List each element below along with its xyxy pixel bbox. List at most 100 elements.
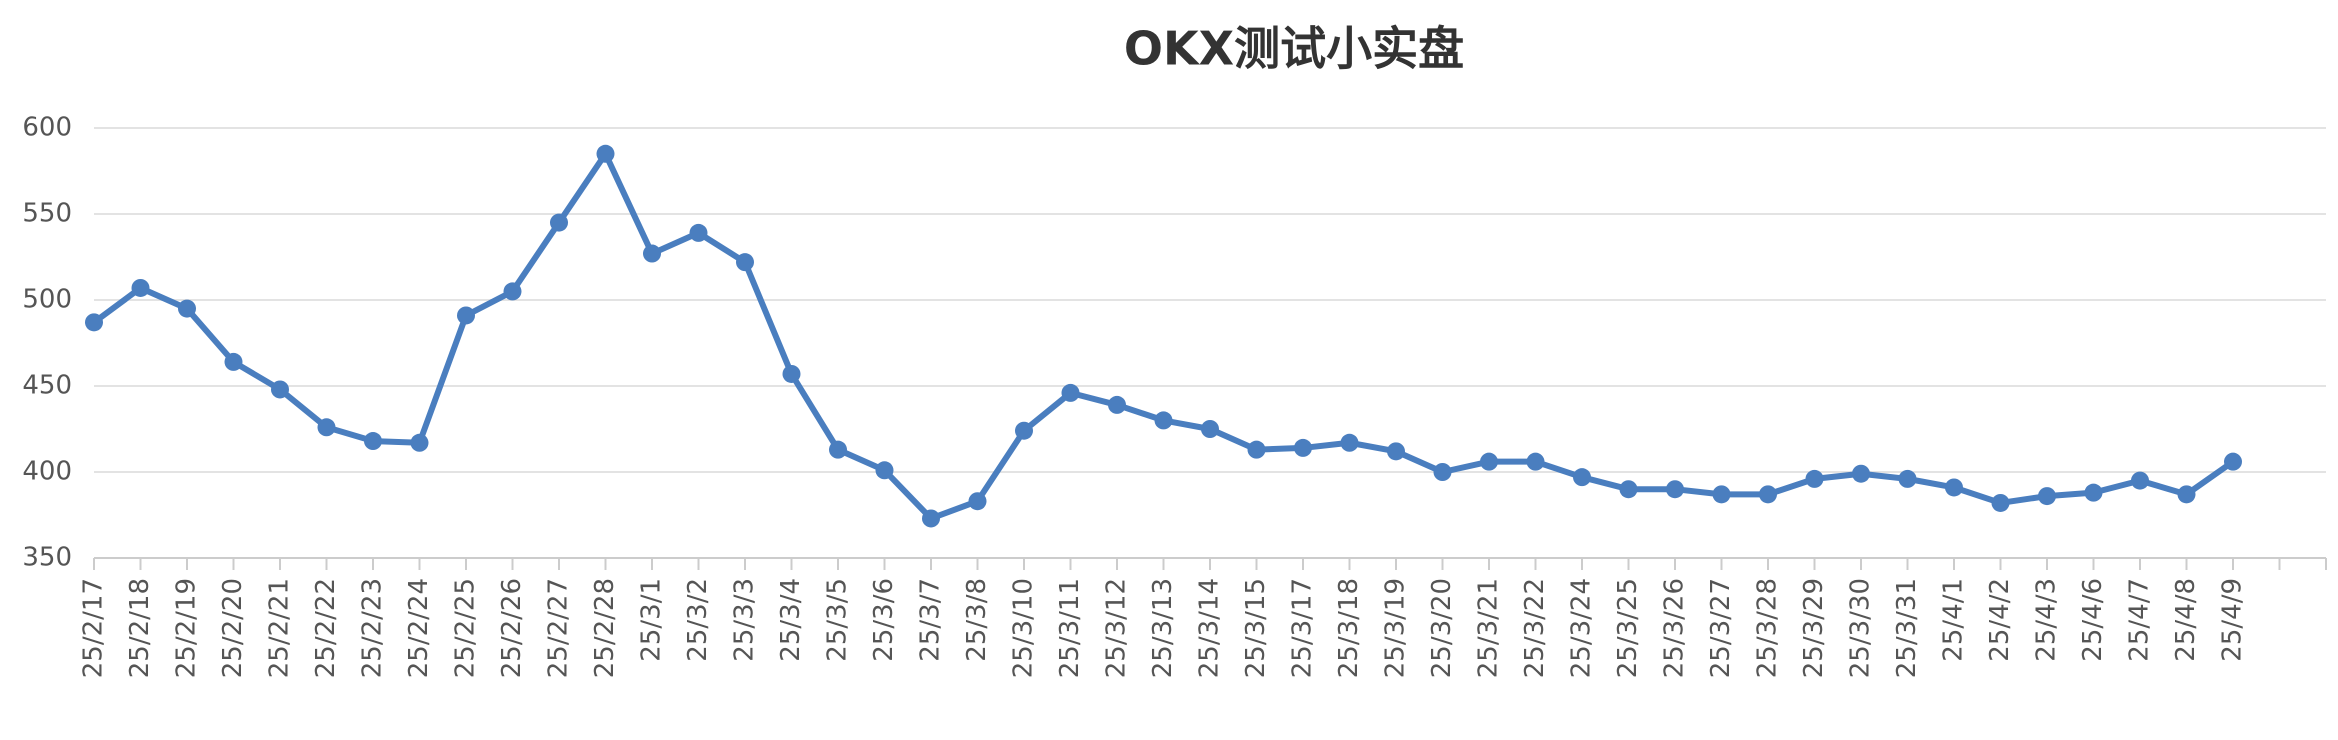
point bbox=[1340, 433, 1359, 452]
point bbox=[596, 144, 615, 163]
point bbox=[1666, 480, 1684, 499]
x-tick-label: 25/4/6 bbox=[2078, 578, 2108, 662]
x-tick-label: 25/3/7 bbox=[916, 578, 946, 662]
x-tick-label: 25/3/24 bbox=[1567, 578, 1597, 678]
point bbox=[1619, 480, 1638, 499]
point bbox=[782, 364, 801, 383]
x-tick-label: 25/3/15 bbox=[1241, 578, 1271, 678]
point bbox=[2038, 487, 2056, 506]
x-tick-label: 25/3/19 bbox=[1381, 578, 1411, 678]
x-tick-label: 25/2/19 bbox=[172, 578, 202, 678]
x-tick-label: 25/2/18 bbox=[125, 578, 155, 678]
point bbox=[2224, 452, 2242, 471]
x-tick-label: 25/3/20 bbox=[1427, 578, 1457, 678]
point bbox=[1387, 442, 1405, 461]
point bbox=[1945, 478, 1963, 497]
point bbox=[271, 380, 289, 399]
point bbox=[736, 253, 754, 272]
x-tick-label: 25/2/22 bbox=[311, 578, 341, 678]
x-tick-label: 25/2/23 bbox=[358, 578, 388, 678]
y-tick-label: 600 bbox=[22, 113, 72, 143]
x-tick-label: 25/3/6 bbox=[869, 578, 899, 662]
x-tick-label: 25/3/1 bbox=[637, 578, 667, 662]
x-tick-label: 25/3/11 bbox=[1055, 578, 1085, 678]
x-tick-label: 25/3/25 bbox=[1613, 578, 1643, 678]
x-tick-label: 25/3/26 bbox=[1660, 578, 1690, 678]
x-tick-label: 25/3/14 bbox=[1195, 578, 1225, 678]
x-tick-label: 25/2/25 bbox=[451, 578, 481, 678]
point bbox=[1991, 493, 2010, 512]
x-tick-label: 25/2/24 bbox=[404, 578, 434, 678]
point bbox=[550, 213, 568, 232]
x-tick-label: 25/3/18 bbox=[1334, 578, 1364, 678]
y-tick-label: 550 bbox=[22, 199, 72, 229]
x-tick-label: 25/3/27 bbox=[1706, 578, 1736, 678]
x-tick-label: 25/3/8 bbox=[962, 578, 992, 662]
x-tick-label: 25/3/17 bbox=[1288, 578, 1318, 678]
x-tick-label: 25/4/9 bbox=[2218, 578, 2248, 662]
point bbox=[1573, 468, 1591, 487]
x-tick-label: 25/3/28 bbox=[1753, 578, 1783, 678]
point bbox=[224, 352, 243, 371]
point bbox=[364, 432, 382, 451]
point bbox=[1015, 421, 1033, 440]
y-tick-label: 450 bbox=[22, 371, 72, 401]
x-tick-label: 25/3/5 bbox=[823, 578, 853, 662]
series-line bbox=[92, 150, 2235, 522]
x-tick-label: 25/3/10 bbox=[1009, 578, 1039, 678]
point bbox=[1061, 383, 1080, 402]
point bbox=[410, 433, 429, 452]
point bbox=[968, 492, 987, 511]
x-tick-label: 25/2/20 bbox=[218, 578, 248, 678]
y-tick-label: 500 bbox=[22, 285, 72, 315]
point bbox=[2177, 485, 2196, 504]
point bbox=[317, 418, 336, 437]
point bbox=[1526, 452, 1545, 471]
point bbox=[457, 306, 475, 325]
x-tick-label: 25/2/26 bbox=[497, 578, 527, 678]
x-tick-label: 25/3/12 bbox=[1102, 578, 1132, 678]
point bbox=[85, 313, 103, 332]
point bbox=[1294, 438, 1312, 457]
x-tick-label: 25/3/13 bbox=[1148, 578, 1178, 678]
point bbox=[1108, 395, 1126, 414]
x-tick-label: 25/4/1 bbox=[1939, 578, 1969, 662]
x-tick-label: 25/3/30 bbox=[1846, 578, 1876, 678]
point bbox=[1805, 469, 1824, 488]
point bbox=[643, 244, 661, 263]
point bbox=[503, 282, 522, 301]
chart-title: OKX测试小实盘 bbox=[1124, 22, 1464, 76]
x-tick-label: 25/2/27 bbox=[544, 578, 574, 678]
point bbox=[829, 440, 847, 459]
y-tick-label: 350 bbox=[22, 543, 72, 573]
x-tick-label: 25/3/31 bbox=[1892, 578, 1922, 678]
point bbox=[1712, 485, 1731, 504]
x-tick-label: 25/3/21 bbox=[1474, 578, 1504, 678]
x-tick-label: 25/3/4 bbox=[776, 578, 806, 662]
point bbox=[178, 299, 196, 318]
x-tick-label: 25/4/7 bbox=[2125, 578, 2155, 662]
x-tick-label: 25/2/17 bbox=[79, 578, 109, 678]
point bbox=[1433, 463, 1452, 481]
x-tick-label: 25/4/2 bbox=[1985, 578, 2015, 662]
point bbox=[1898, 469, 1917, 488]
x-tick-label: 25/2/21 bbox=[265, 578, 295, 678]
x-tick-label: 25/3/3 bbox=[730, 578, 760, 662]
x-tick-label: 25/3/2 bbox=[683, 578, 713, 662]
point bbox=[1759, 485, 1777, 504]
x-tick-label: 25/3/22 bbox=[1520, 578, 1550, 678]
point bbox=[1247, 440, 1266, 459]
point bbox=[1154, 411, 1173, 430]
point bbox=[2084, 483, 2103, 502]
point bbox=[922, 509, 940, 528]
x-tick-label: 25/3/29 bbox=[1799, 578, 1829, 678]
point bbox=[1480, 452, 1498, 471]
x-tick-label: 25/4/8 bbox=[2171, 578, 2201, 662]
point bbox=[131, 278, 150, 297]
point bbox=[1201, 420, 1219, 438]
point bbox=[875, 461, 894, 480]
point bbox=[689, 223, 708, 242]
x-tick-label: 25/2/28 bbox=[590, 578, 620, 678]
point bbox=[1852, 464, 1870, 483]
